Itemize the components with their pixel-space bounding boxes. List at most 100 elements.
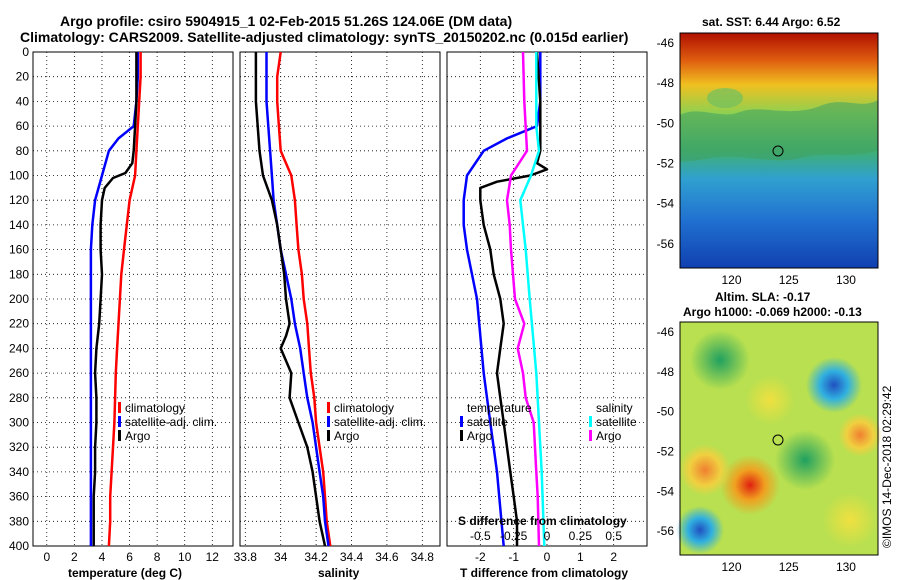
legend-swatch-climatology [118, 402, 121, 413]
sla-cold-eddy [676, 506, 724, 554]
x-tick-label: 34.6 [375, 550, 399, 564]
legend-label-climatology: climatology [125, 401, 185, 415]
sla-feature [690, 330, 750, 390]
salinity-legend: climatology satellite-adj. clim. Argo [327, 401, 426, 443]
depth-tick-label: 100 [9, 169, 29, 183]
depth-tick-label: 0 [22, 45, 29, 59]
x-tick-label: 34 [274, 550, 288, 564]
series-line-temperature-satellite [462, 52, 542, 547]
legend-swatch-argo [327, 430, 330, 441]
series-line-temperature-argo [479, 51, 549, 546]
series-line-salinity-satellite [519, 52, 546, 547]
lon-tick-label: 120 [721, 273, 741, 287]
depth-tick-label: 380 [9, 514, 29, 528]
sst-map-title: sat. SST: 6.44 Argo: 6.52 [702, 15, 841, 29]
legend-title-salinity: salinity [596, 401, 633, 415]
title-line-2: Climatology: CARS2009. Satellite-adjuste… [20, 29, 628, 45]
series-line-climatology [107, 52, 142, 547]
legend-swatch-satellite [327, 416, 330, 427]
difference-xlabel: T difference from climatology [460, 566, 628, 580]
x-tick-label: -2 [475, 550, 486, 564]
legend-swatch-sal-satellite [589, 416, 592, 427]
sla-feature [745, 375, 795, 425]
legend-label-satellite: satellite-adj. clim. [334, 415, 426, 429]
depth-tick-label: 400 [9, 539, 29, 553]
x-tick-label: 1 [577, 550, 584, 564]
legend-swatch-temp-satellite [460, 416, 463, 427]
x-tick-label: 8 [154, 550, 161, 564]
sla-map-frame [679, 321, 879, 556]
s-diff-tick-label: -0.25 [500, 529, 528, 543]
legend-swatch-sal-argo [589, 430, 592, 441]
lon-tick-label: 120 [721, 560, 741, 574]
s-diff-tick-label: 0.5 [605, 529, 622, 543]
legend-swatch-temp-argo [460, 430, 463, 441]
lon-tick-label: 130 [836, 273, 856, 287]
x-tick-label: 4 [99, 550, 106, 564]
lat-tick-label: -56 [657, 524, 675, 538]
lat-tick-label: -48 [657, 76, 675, 90]
temperature-panel: 0 2 4 6 8 10 12 temperature (deg C) [32, 51, 234, 580]
sla-feature [822, 492, 878, 548]
depth-tick-label: 120 [9, 193, 29, 207]
legend-title-temperature: temperature [467, 401, 532, 415]
x-tick-label: 34.2 [304, 550, 328, 564]
legend-label-satellite: satellite-adj. clim. [125, 415, 217, 429]
sla-feature [775, 430, 835, 490]
legend-label-temp-satellite: satellite [467, 415, 508, 429]
lat-tick-label: -46 [657, 36, 675, 50]
x-tick-label: 6 [126, 550, 133, 564]
sst-map-frame [679, 32, 879, 269]
lat-tick-label: -54 [657, 484, 675, 498]
sla-map-title-2: Argo h1000: -0.069 h2000: -0.13 [683, 305, 862, 319]
depth-tick-label: 200 [9, 292, 29, 306]
s-diff-tick-label: -0.5 [470, 529, 491, 543]
sst-profile-marker [772, 145, 784, 157]
lat-tick-label: -52 [657, 157, 675, 171]
sla-warm-eddy [720, 455, 780, 515]
x-tick-label: 33.8 [234, 550, 258, 564]
sla-warm-eddy [679, 444, 731, 496]
lat-tick-label: -50 [657, 405, 675, 419]
salinity-panel: 33.8 34 34.2 34.4 34.6 34.8 salinity [234, 51, 441, 580]
depth-tick-label: 160 [9, 243, 29, 257]
sla-cold-eddy [806, 357, 862, 413]
legend-swatch-argo [118, 430, 121, 441]
x-tick-label: -1 [508, 550, 519, 564]
series-line-satellite-adj-clim- [265, 52, 330, 547]
temperature-legend: climatology satellite-adj. clim. Argo [118, 401, 217, 443]
depth-tick-label: 180 [9, 267, 29, 281]
lat-tick-label: -46 [657, 325, 675, 339]
x-tick-label: 12 [206, 550, 220, 564]
salinity-difference-xlabel: S difference from climatology [458, 514, 627, 528]
depth-axis: 0 20 40 60 80 100 120 140 160 180 200 220 240 260 280 3… [9, 45, 29, 553]
difference-panel: -2 -1 0 1 2 -0.5 -0.25 0 0.25 0.5 T difference fr… [446, 51, 648, 580]
legend-label-climatology: climatology [334, 401, 394, 415]
credit-text: ©IMOS 14-Dec-2018 02:29:42 [880, 385, 894, 548]
sla-profile-marker [772, 434, 784, 446]
x-tick-label: 34.4 [340, 550, 364, 564]
x-tick-label: 34.8 [411, 550, 435, 564]
salinity-xlabel: salinity [318, 566, 360, 580]
lon-tick-label: 125 [779, 560, 799, 574]
title-line-1: Argo profile: csiro 5904915_1 02-Feb-201… [60, 13, 512, 29]
lon-tick-label: 130 [836, 560, 856, 574]
legend-swatch-satellite [118, 416, 121, 427]
depth-tick-label: 60 [16, 119, 30, 133]
lat-tick-label: -56 [657, 237, 675, 251]
s-diff-tick-label: 0 [544, 529, 551, 543]
sst-map: sat. SST: 6.44 Argo: 6.52 -46 -48 -50 -52 -5… [657, 15, 879, 287]
lon-tick-label: 125 [779, 273, 799, 287]
legend-label-sal-satellite: satellite [596, 415, 637, 429]
depth-tick-label: 40 [16, 94, 30, 108]
x-tick-label: 10 [178, 550, 192, 564]
depth-tick-label: 20 [16, 70, 30, 84]
depth-tick-label: 260 [9, 366, 29, 380]
legend-label-temp-argo: Argo [467, 429, 493, 443]
series-line-argo [254, 52, 327, 547]
depth-tick-label: 80 [16, 144, 30, 158]
series-line-climatology [275, 51, 332, 547]
s-diff-tick-label: 0.25 [569, 529, 593, 543]
sla-map: Altim. SLA: -0.17 Argo h1000: -0.069 h20… [657, 290, 882, 574]
